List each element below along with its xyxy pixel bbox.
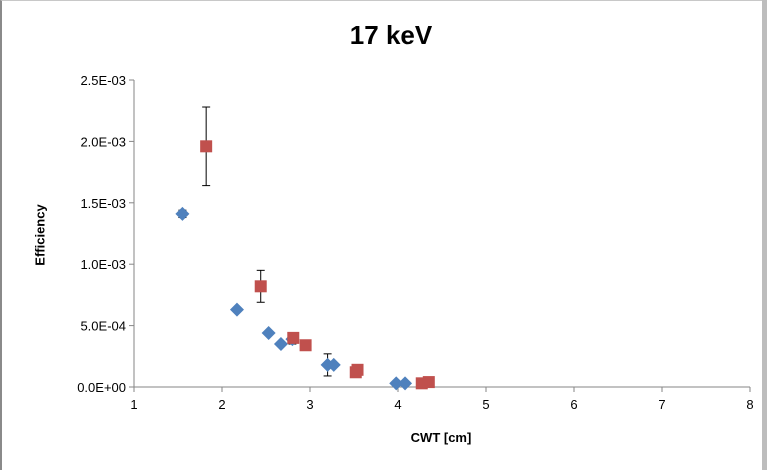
data-point-square (200, 140, 213, 153)
x-tick-label: 2 (218, 397, 225, 412)
x-tick-label: 5 (482, 397, 489, 412)
y-tick-label: 2.0E-03 (80, 134, 126, 149)
data-point-square (254, 280, 267, 293)
y-tick-label: 1.5E-03 (80, 196, 126, 211)
data-point-diamond (326, 357, 341, 372)
chart-title: 17 keV (349, 20, 433, 50)
x-axis-label: CWT [cm] (410, 430, 472, 445)
y-tick-label: 5.0E-04 (80, 319, 126, 334)
data-point-diamond (273, 337, 288, 352)
data-point-square (351, 363, 364, 376)
data-point-diamond (229, 302, 244, 317)
x-tick-label: 4 (394, 397, 401, 412)
data-point-square (287, 331, 300, 344)
data-point-square (422, 376, 435, 389)
y-tick-label: 0.0E+00 (77, 380, 126, 395)
x-tick-label: 8 (746, 397, 753, 412)
x-tick-label: 3 (306, 397, 313, 412)
data-point-square (299, 339, 312, 352)
x-tick-label: 6 (570, 397, 577, 412)
window-scrollbar-edge (762, 0, 767, 470)
data-point-diamond (398, 376, 413, 391)
y-tick-label: 2.5E-03 (80, 73, 126, 88)
x-tick-label: 7 (658, 397, 665, 412)
x-tick-label: 1 (130, 397, 137, 412)
data-point-diamond (175, 206, 190, 221)
y-tick-label: 1.0E-03 (80, 257, 126, 272)
data-point-diamond (261, 325, 276, 340)
data-point-diamond (389, 376, 404, 391)
